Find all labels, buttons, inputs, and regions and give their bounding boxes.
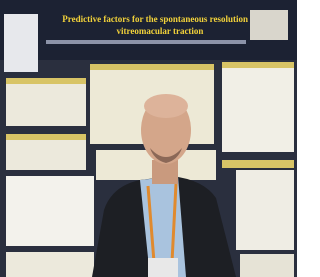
- panel-header: [222, 160, 294, 168]
- panel: [240, 254, 294, 277]
- panel-header: [90, 64, 214, 70]
- panel-header: [6, 134, 86, 140]
- photo: Predictive factors for the spontaneous r…: [0, 0, 297, 277]
- authors-line: [46, 40, 246, 44]
- forehead: [144, 94, 188, 118]
- panel: [6, 252, 94, 277]
- poster-title-2: vitreomacular traction: [117, 26, 204, 36]
- badge: [148, 258, 178, 277]
- table-panel: [6, 176, 94, 246]
- panel-header: [222, 62, 294, 68]
- badge-panel: [4, 14, 38, 72]
- logo: [250, 10, 288, 40]
- panel: [236, 170, 294, 250]
- poster-title-1: Predictive factors for the spontaneous r…: [62, 14, 258, 24]
- panel: [6, 78, 86, 126]
- panel: [222, 62, 294, 152]
- panel-header: [6, 78, 86, 84]
